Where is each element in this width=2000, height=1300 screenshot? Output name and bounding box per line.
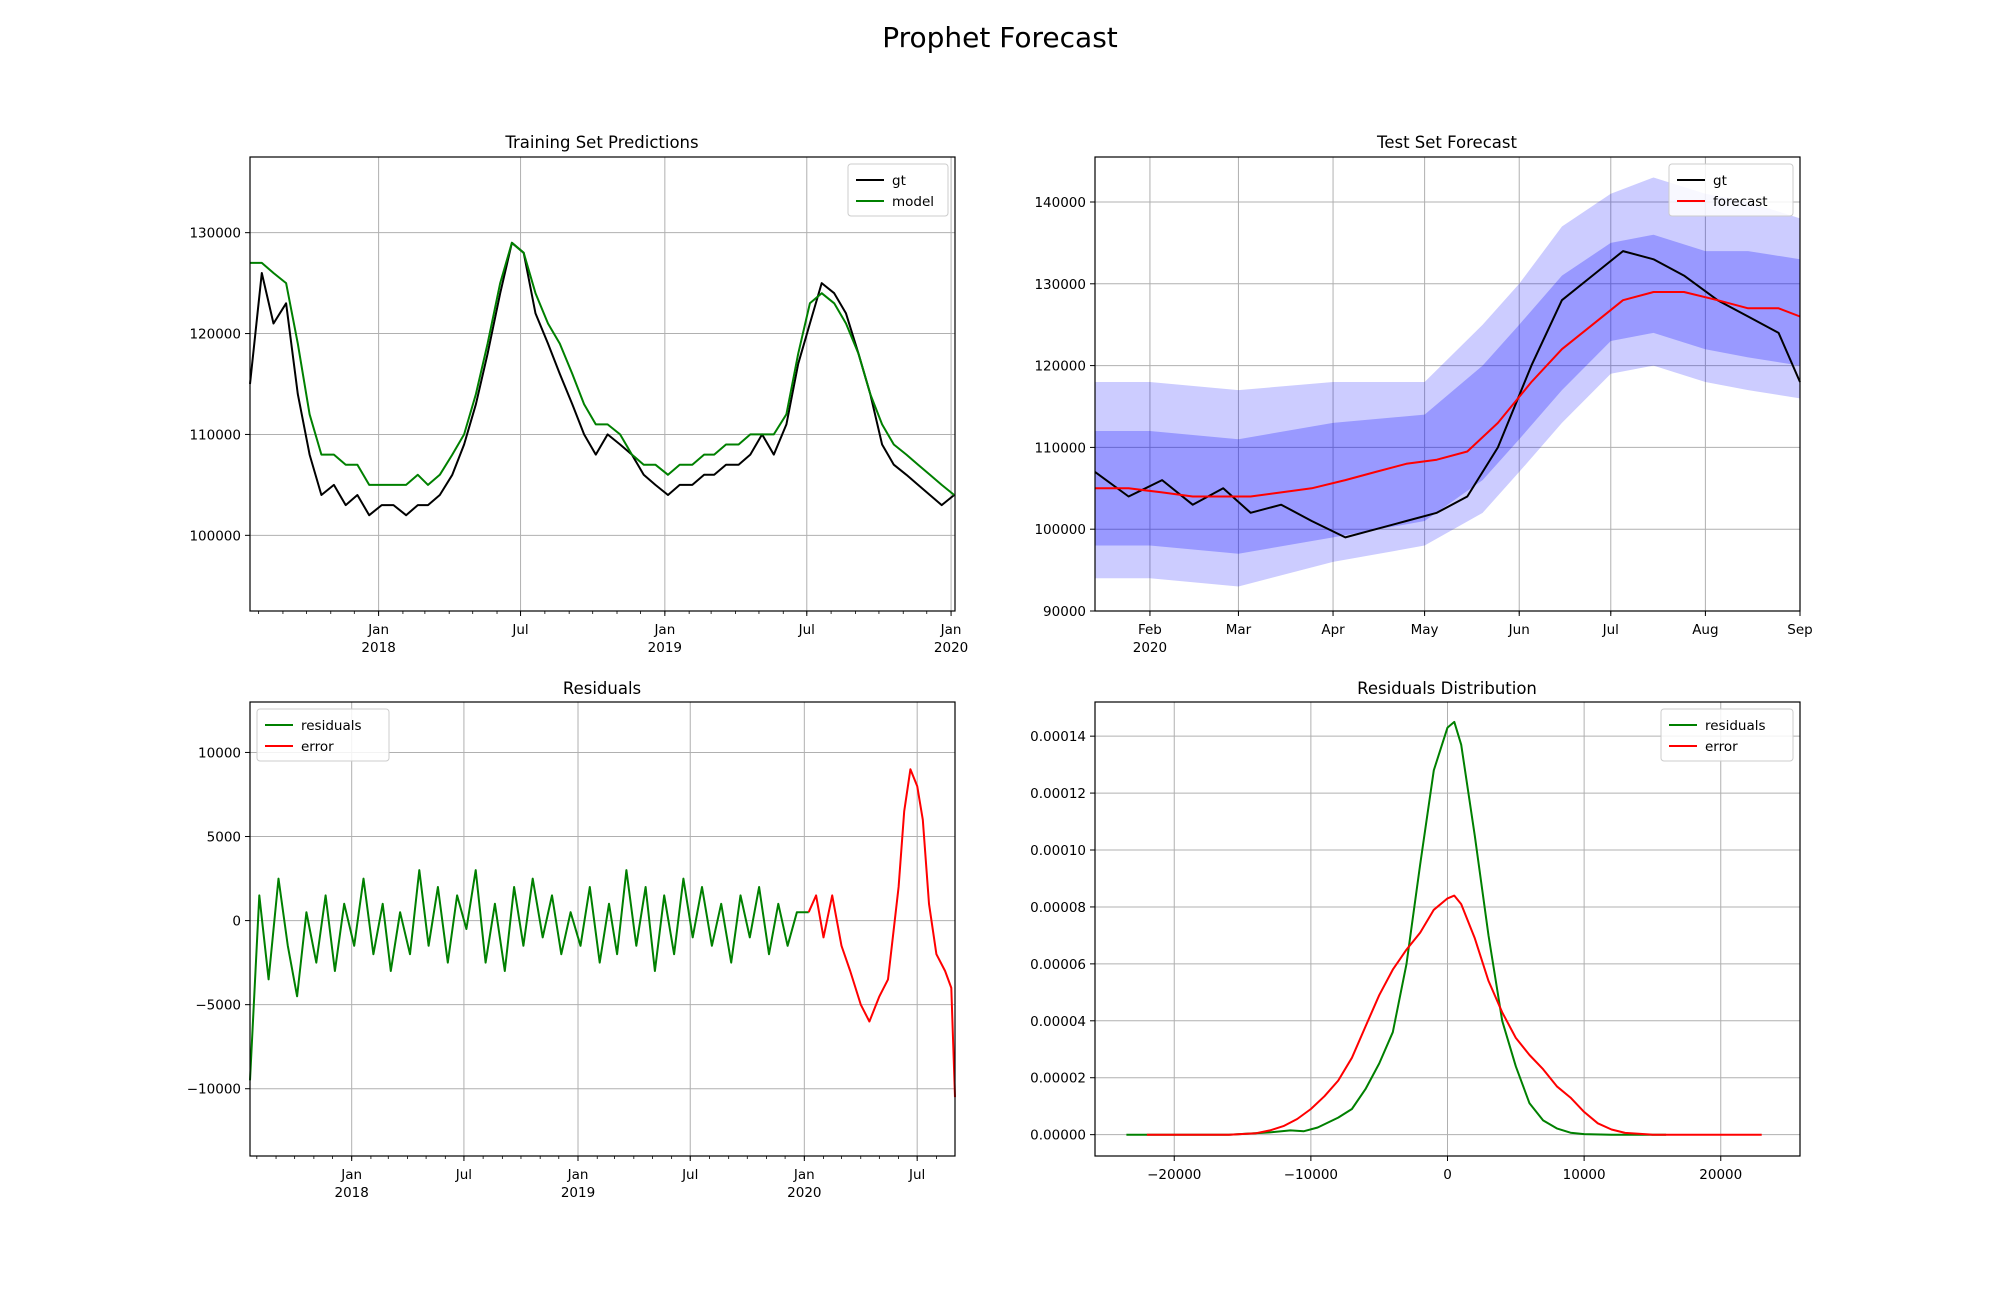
- dist-ytick-label-1: 0.00002: [1030, 1071, 1086, 1087]
- subplot-title-distribution: Residuals Distribution: [1357, 679, 1537, 698]
- subplot-residuals: Residuals −10000 −5000 0 5000 10000 Jan 2018 Ju…: [187, 679, 956, 1201]
- train-xtick-year-2: 2019: [648, 640, 682, 656]
- dist-ytick-label-0: 0.00000: [1030, 1128, 1086, 1144]
- test-ytick-label-4: 130000: [1034, 277, 1086, 293]
- dist-xtick-label-1: −10000: [1284, 1167, 1338, 1183]
- test-legend-box: [1668, 163, 1794, 217]
- dist-xtick-label-2: 0: [1443, 1167, 1452, 1183]
- subplot-title-train: Training Set Predictions: [504, 133, 698, 152]
- train-legend: gt model: [847, 163, 949, 217]
- resid-ytick-label-3: 5000: [207, 830, 241, 846]
- resid-xtick-label-3: Jul: [681, 1167, 698, 1183]
- test-ytick-label-2: 110000: [1034, 440, 1086, 456]
- test-series-line-gt: [1094, 250, 1801, 539]
- dist-legend-box: [1660, 708, 1794, 762]
- test-xtick-label-3: May: [1411, 622, 1439, 638]
- subplot-residuals-distribution: Residuals Distribution 0.000000.000020.0…: [1030, 679, 1801, 1183]
- resid-legend-label-residuals: residuals: [301, 718, 362, 734]
- test-xtick-label-4: Jun: [1508, 622, 1530, 638]
- dist-ytick-label-2: 0.00004: [1030, 1014, 1086, 1030]
- resid-xtick-label-5: Jul: [908, 1167, 925, 1183]
- test-xtick-label-7: Sep: [1787, 622, 1812, 638]
- dist-ytick-label-7: 0.00014: [1030, 729, 1086, 745]
- subplot-training-set-predictions: Training Set Predictions 100000 110000 120…: [189, 133, 968, 656]
- test-uncertainty-band-0: [1095, 177, 1800, 587]
- train-axes-frame: [249, 156, 956, 612]
- train-xtick-label-1: Jul: [511, 622, 528, 638]
- train-legend-box: [847, 163, 949, 217]
- test-ytick-label-1: 100000: [1034, 522, 1086, 538]
- resid-legend: residuals error: [256, 708, 390, 762]
- plot-area-residuals: −10000 −5000 0 5000 10000 Jan 2018 Jul Jan 2019 Ju…: [187, 701, 956, 1201]
- resid-legend-box: [256, 708, 390, 762]
- test-ytick-label-3: 120000: [1034, 359, 1086, 375]
- train-xtick-label-4: Jan: [940, 622, 962, 638]
- subplot-title-residuals: Residuals: [563, 679, 641, 698]
- resid-xtick-year-0: 2018: [335, 1185, 369, 1201]
- dist-legend-label-residuals: residuals: [1705, 718, 1766, 734]
- dist-legend-label-error: error: [1705, 739, 1738, 755]
- test-ytick-label-5: 140000: [1034, 195, 1086, 211]
- subplot-test-set-forecast: Test Set Forecast 90000 100000 110000 12000…: [1034, 133, 1812, 656]
- dist-legend: residuals error: [1660, 708, 1794, 762]
- train-series-line-gt: [249, 241, 955, 517]
- resid-xtick-year-4: 2020: [787, 1185, 821, 1201]
- resid-series-line-residuals: [249, 869, 809, 1081]
- dist-xtick-label-0: −20000: [1147, 1167, 1201, 1183]
- test-axes-frame: [1094, 156, 1801, 612]
- plot-area-train: 100000 110000 120000 130000 Jan 2018 Jul Jan 201…: [189, 156, 968, 656]
- plot-area-distribution: 0.00000 0.00002 0.00004 0.00006 0.00008 0.000…: [1030, 701, 1801, 1183]
- dist-ytick-label-3: 0.00006: [1030, 957, 1086, 973]
- resid-xtick-label-0: Jan: [340, 1167, 362, 1183]
- resid-series-line-error: [807, 768, 956, 1098]
- train-legend-label-gt: gt: [892, 173, 906, 189]
- resid-xtick-label-2: Jan: [567, 1167, 589, 1183]
- train-legend-label-model: model: [892, 194, 934, 210]
- dist-xtick-label-4: 20000: [1699, 1167, 1742, 1183]
- resid-ytick-label-4: 10000: [198, 745, 241, 761]
- train-ytick-label-2: 120000: [189, 327, 241, 343]
- figure-title: Prophet Forecast: [882, 21, 1118, 54]
- dist-ytick-label-6: 0.00012: [1030, 786, 1086, 802]
- resid-legend-label-error: error: [301, 739, 334, 755]
- train-ytick-label-3: 130000: [189, 226, 241, 242]
- resid-ytick-label-2: 0: [232, 914, 241, 930]
- train-ytick-label-0: 100000: [189, 528, 241, 544]
- test-xtick-label-5: Jul: [1602, 622, 1619, 638]
- resid-ytick-label-0: −10000: [187, 1082, 241, 1098]
- test-xtick-label-0: Feb: [1138, 622, 1162, 638]
- train-series-line-model: [250, 241, 955, 496]
- resid-xtick-label-1: Jul: [455, 1167, 472, 1183]
- subplot-title-test: Test Set Forecast: [1376, 133, 1517, 152]
- test-xtick-label-1: Mar: [1226, 622, 1252, 638]
- test-series-line-forecast: [1095, 291, 1801, 498]
- test-uncertainty-band-1: [1095, 234, 1800, 554]
- dist-series-line-error: [1146, 894, 1762, 1136]
- train-xtick-year-0: 2018: [361, 640, 395, 656]
- test-legend-label-forecast: forecast: [1713, 194, 1768, 210]
- test-xtick-label-2: Apr: [1321, 622, 1345, 638]
- train-xtick-label-2: Jan: [653, 622, 675, 638]
- resid-ytick-label-1: −5000: [195, 998, 241, 1014]
- train-ytick-label-1: 110000: [189, 427, 241, 443]
- resid-axes-frame: [249, 701, 956, 1157]
- test-legend-label-gt: gt: [1713, 173, 1727, 189]
- test-xtick-label-6: Aug: [1692, 622, 1718, 638]
- dist-series-line-residuals: [1126, 720, 1667, 1136]
- test-xtick-year-0: 2020: [1133, 640, 1167, 656]
- train-xtick-label-3: Jul: [798, 622, 815, 638]
- test-legend: gt forecast: [1668, 163, 1794, 217]
- train-xtick-year-4: 2020: [934, 640, 968, 656]
- dist-xtick-label-3: 10000: [1563, 1167, 1606, 1183]
- dist-ytick-label-5: 0.00010: [1030, 843, 1086, 859]
- resid-xtick-year-2: 2019: [561, 1185, 595, 1201]
- test-ytick-label-0: 90000: [1043, 604, 1086, 620]
- dist-ytick-label-4: 0.00008: [1030, 900, 1086, 916]
- plot-area-test: 90000 100000 110000 120000 130000 140000 Feb 20…: [1034, 156, 1813, 656]
- train-xtick-label-0: Jan: [367, 622, 389, 638]
- resid-xtick-label-4: Jan: [793, 1167, 815, 1183]
